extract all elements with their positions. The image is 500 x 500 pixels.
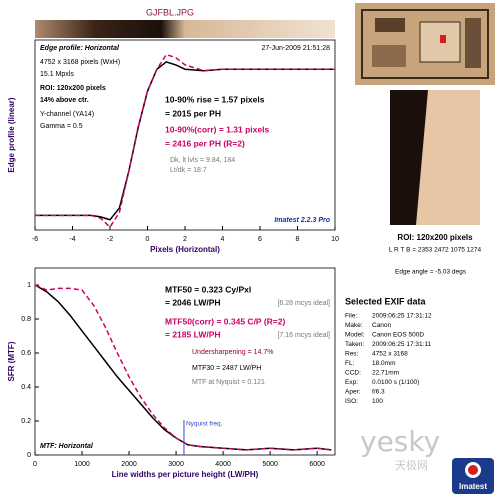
roi-title: ROI: 120x200 pixels — [397, 233, 473, 242]
y-tick-label: 0.4 — [21, 384, 31, 391]
exif-value: 2009:06:25 17:31:12 — [372, 313, 432, 320]
annotation: = 2185 LW/PH — [165, 329, 221, 339]
x-tick-label: -4 — [69, 236, 75, 243]
x-axis-label: Pixels (Horizontal) — [150, 245, 220, 254]
annotation: Y-channel (YA14) — [40, 111, 94, 118]
watermark-brand: yesky — [360, 425, 440, 458]
annotation: 10-90%(corr) = 1.31 pixels — [165, 124, 269, 134]
edge-angle: Edge angle = -5.03 degs — [395, 269, 467, 276]
x-tick-label: 6000 — [309, 461, 325, 468]
data-line — [35, 53, 335, 229]
x-tick-label: 1000 — [74, 461, 90, 468]
annotation: MTF50(corr) = 0.345 C/P (R=2) — [165, 316, 285, 326]
y-tick-label: 0.8 — [21, 316, 31, 323]
exif-label: Exp: — [345, 379, 358, 386]
x-tick-label: 0 — [33, 461, 37, 468]
exif-value: 2009:06:25 17:31:11 — [372, 341, 432, 348]
y-axis-label: Edge profile (linear) — [7, 97, 16, 172]
logo-text: Imatest — [459, 482, 487, 491]
annotation: MTF50 = 0.323 Cy/Pxl — [165, 284, 251, 294]
exif-value: Canon EOS 500D — [372, 332, 424, 339]
exif-title: Selected EXIF data — [345, 296, 427, 306]
exif-value: f/6.3 — [372, 389, 385, 396]
thumbnail — [355, 3, 495, 85]
exif-value: 22.71mm — [372, 370, 399, 377]
annotation: = 2015 per PH — [165, 108, 221, 118]
exif-label: Model: — [345, 332, 365, 339]
watermark-sub: 天极网 — [395, 458, 428, 472]
exif-label: CCD: — [345, 370, 361, 377]
edge-strip — [35, 20, 335, 38]
nyquist-label: Nyquist freq. — [186, 421, 223, 428]
x-tick-label: 0 — [146, 236, 150, 243]
annotation: 15.1 Mpxls — [40, 71, 74, 78]
annotation: = 2416 per PH (R=2) — [165, 138, 245, 148]
annotation: Imatest 2.2.3 Pro — [274, 217, 330, 224]
annotation: MTF at Nyquist = 0.121 — [192, 379, 265, 386]
exif-value: 4752 x 3168 — [372, 351, 408, 358]
exif-label: Taken: — [345, 341, 364, 348]
roi-image — [390, 90, 480, 225]
exif-label: Aper: — [345, 389, 361, 396]
x-tick-label: 3000 — [168, 461, 184, 468]
y-axis-label: SFR (MTF) — [7, 341, 16, 381]
roi-coords: L R T B = 2353 2472 1075 1274 — [389, 247, 482, 254]
x-tick-label: 4000 — [215, 461, 231, 468]
bottom-annotations: MTF50 = 0.323 Cy/Pxl = 2046 LW/PH [6.28 … — [40, 284, 330, 450]
annotation: Undersharpening = 14.7% — [192, 349, 274, 356]
annotation: Edge profile: Horizontal — [40, 45, 120, 52]
exif-value: 100 — [372, 398, 383, 405]
data-line — [34, 284, 332, 451]
exif-value: 0.0100 s (1/100) — [372, 379, 419, 386]
annotation: 14% above ctr. — [40, 97, 89, 104]
annotation: [7.16 mcys ideal] — [277, 332, 330, 339]
exif-label: Res: — [345, 351, 359, 358]
annotation: Dk, lt lvls = 9.84, 184 — [170, 157, 235, 164]
annotation: MTF30 = 2487 LW/PH — [192, 365, 261, 372]
x-tick-label: 2000 — [121, 461, 137, 468]
exif-value: 18.0mm — [372, 360, 395, 367]
annotation: 27-Jun-2009 21:51:28 — [262, 45, 331, 52]
y-tick-label: 0.2 — [21, 418, 31, 425]
x-axis-label: Line widths per picture height (LW/PH) — [112, 470, 259, 479]
exif-table: File: 2009:06:25 17:31:12 Make: Canon Model:… — [345, 313, 432, 406]
title: GJFBL.JPG — [146, 7, 194, 17]
annotation: 4752 x 3168 pixels (WxH) — [40, 59, 120, 66]
exif-label: File: — [345, 313, 357, 320]
annotation: Lt/dk = 18.7 — [170, 167, 207, 174]
plot-frame — [34, 267, 336, 456]
top-annotations: Edge profile: Horizontal 27-Jun-2009 21:… — [40, 45, 331, 224]
x-tick-label: 4 — [221, 236, 225, 243]
exif-label: ISO: — [345, 398, 358, 405]
x-tick-label: 2 — [183, 236, 187, 243]
x-tick-label: 10 — [331, 236, 339, 243]
exif-label: Make: — [345, 322, 363, 329]
x-tick-label: 5000 — [262, 461, 278, 468]
watermark: yesky 天极网 Imatest — [360, 425, 494, 494]
exif-label: FL: — [345, 360, 355, 367]
annotation: Gamma = 0.5 — [40, 123, 83, 130]
exif-value: Canon — [372, 322, 392, 329]
x-tick-label: -2 — [107, 236, 113, 243]
x-tick-label: 6 — [258, 236, 262, 243]
annotation: [6.28 mcys ideal] — [277, 300, 330, 307]
x-tick-label: -6 — [32, 236, 38, 243]
plot-frame — [34, 39, 336, 231]
annotation: 10-90% rise = 1.57 pixels — [165, 94, 265, 104]
x-tick-label: 8 — [296, 236, 300, 243]
annotation: MTF: Horizontal — [40, 443, 94, 450]
y-tick-label: 0 — [27, 452, 31, 459]
annotation: = 2046 LW/PH — [165, 297, 221, 307]
y-tick-label: 1 — [27, 282, 31, 289]
y-tick-label: 0.6 — [21, 350, 31, 357]
annotation: ROI: 120x200 pixels — [40, 85, 106, 92]
